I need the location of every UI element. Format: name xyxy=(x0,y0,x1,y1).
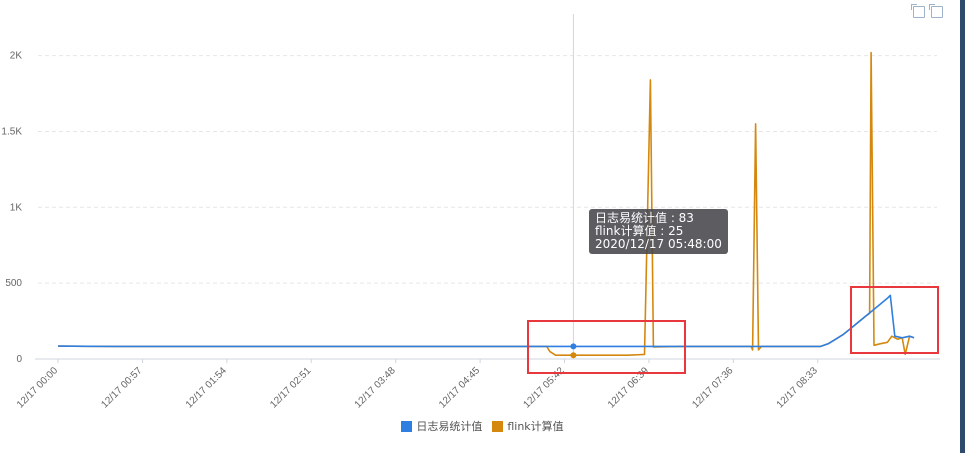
y-tick-label: 1K xyxy=(10,202,23,213)
y-tick-label: 1.5K xyxy=(1,126,22,137)
y-tick-label: 500 xyxy=(5,278,22,289)
x-tick-label: 12/17 00:57 xyxy=(99,365,144,410)
legend-label-series-2: flink计算值 xyxy=(507,420,564,433)
x-tick-label: 12/17 01:54 xyxy=(184,365,229,410)
tooltip-line-1: 日志易统计值 : 83 xyxy=(595,211,694,225)
series-line-2 xyxy=(57,51,915,356)
legend-swatch-orange xyxy=(492,420,504,432)
tooltip-point-2 xyxy=(570,352,577,359)
zoom-reset-icon[interactable] xyxy=(929,4,943,18)
zoom-icon[interactable] xyxy=(911,4,925,18)
chart-tooltip: 日志易统计值 : 83 flink计算值 : 25 2020/12/17 05:… xyxy=(589,209,728,254)
legend-swatch-blue xyxy=(401,420,413,432)
x-tick-label: 12/17 02:51 xyxy=(268,365,313,410)
tooltip-point-1 xyxy=(570,343,577,350)
x-tick-label: 12/17 00:00 xyxy=(15,365,60,410)
legend-label-series-1: 日志易统计值 xyxy=(416,420,483,433)
x-tick-label: 12/17 08:33 xyxy=(775,365,820,410)
y-tick-label: 0 xyxy=(16,354,22,365)
legend-item-series-2[interactable]: flink计算值 xyxy=(492,418,564,434)
y-tick-label: 2K xyxy=(10,51,23,62)
chart-legend: 日志易统计值 flink计算值 xyxy=(0,418,965,434)
highlight-box-1 xyxy=(527,320,686,374)
series-line-1 xyxy=(57,294,915,348)
tooltip-line-2: flink计算值 : 25 xyxy=(595,224,684,238)
x-tick-label: 12/17 03:48 xyxy=(353,365,398,410)
tooltip-line-3: 2020/12/17 05:48:00 xyxy=(595,237,722,251)
legend-item-series-1[interactable]: 日志易统计值 xyxy=(401,418,482,434)
chart-toolbar xyxy=(911,4,943,18)
x-tick-label: 12/17 04:45 xyxy=(437,365,482,410)
window-edge xyxy=(960,0,965,453)
x-tick-label: 12/17 07:36 xyxy=(690,365,735,410)
highlight-box-2 xyxy=(850,286,939,354)
